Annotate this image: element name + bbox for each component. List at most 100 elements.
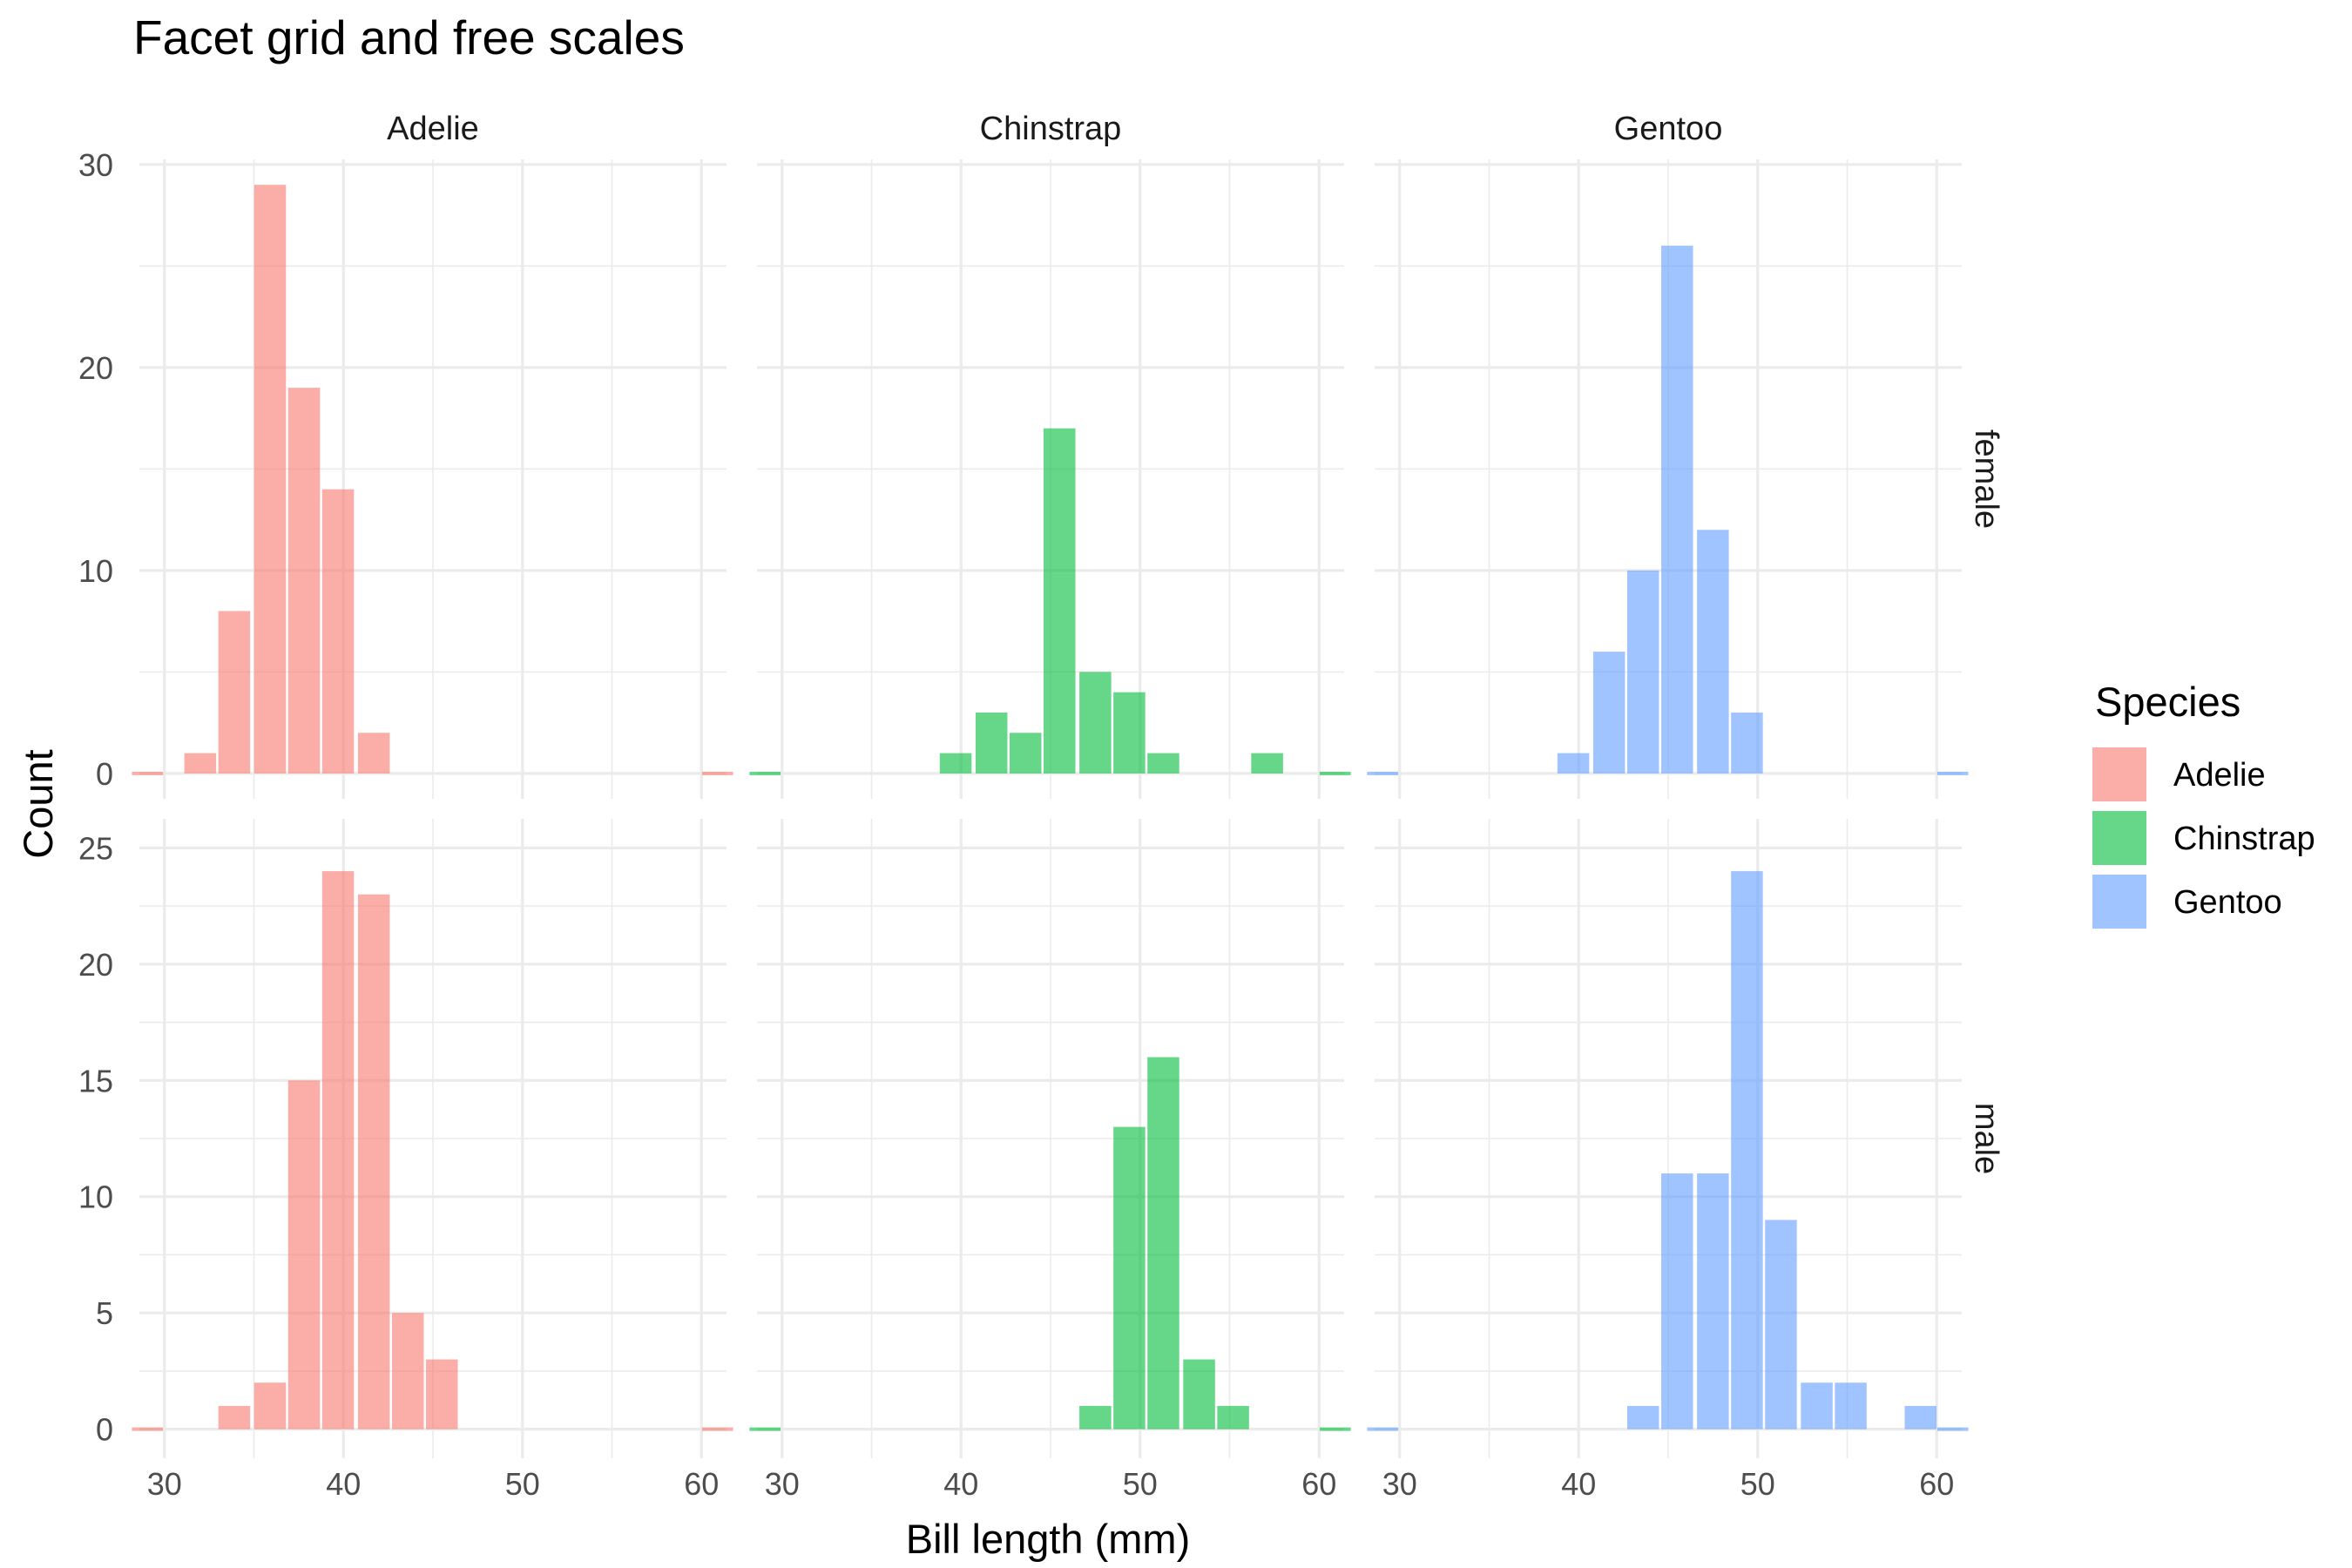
x-tick-label: 60 [684, 1466, 719, 1502]
histogram-bar [1904, 1405, 1936, 1429]
histogram-bar [1251, 753, 1283, 774]
histogram-bar [184, 753, 217, 774]
legend-key [2092, 811, 2146, 865]
panel-male-chinstrap [749, 819, 1351, 1458]
y-tick-label: 5 [96, 1295, 113, 1331]
histogram-bar-empty [749, 1427, 781, 1431]
histogram-bar-empty [701, 1427, 733, 1431]
histogram-bar-empty [1367, 1427, 1399, 1431]
histogram-bar [1113, 1126, 1146, 1429]
histogram-bar [321, 489, 355, 774]
histogram-bar [357, 894, 390, 1429]
histogram-bar [357, 733, 390, 774]
histogram-bar-empty [132, 771, 164, 775]
histogram-bar [1765, 1220, 1797, 1429]
column-strip-label: Chinstrap [980, 111, 1122, 147]
panel-male-adelie [132, 819, 733, 1458]
histogram-bar-empty [749, 771, 781, 775]
histogram-bar [253, 1382, 287, 1429]
histogram-bar-empty [1936, 1427, 1969, 1431]
histogram-bar [1801, 1382, 1833, 1429]
x-tick-label: 40 [943, 1466, 978, 1502]
histogram-bar [253, 185, 287, 774]
x-tick-label: 30 [147, 1466, 182, 1502]
facet-panels [132, 159, 1969, 1458]
x-tick-label: 50 [1740, 1466, 1775, 1502]
x-tick-label: 30 [765, 1466, 800, 1502]
histogram-bar [1731, 712, 1763, 774]
histogram-bar [287, 1080, 321, 1429]
facet-strip-labels: Adelie Chinstrap Gentoo female male [387, 111, 2004, 1174]
histogram-bar [426, 1359, 458, 1429]
histogram-bar [1217, 1405, 1249, 1429]
histogram-bar-empty [1936, 771, 1969, 775]
panel-female-chinstrap [749, 159, 1351, 799]
y-tick-label: 20 [78, 350, 113, 386]
x-tick-label: 50 [505, 1466, 540, 1502]
panel-male-gentoo [1367, 819, 1969, 1458]
row-strip-label: male [1968, 1103, 2004, 1174]
legend-key [2092, 747, 2146, 801]
y-tick-label: 15 [78, 1063, 113, 1098]
histogram-bar [287, 388, 321, 774]
y-tick-label: 10 [78, 1179, 113, 1215]
histogram-bar [1592, 652, 1625, 774]
histogram-bar-empty [1319, 1427, 1351, 1431]
row-strip-label: female [1968, 429, 2004, 529]
x-tick-labels: 30 40 50 60 30 40 50 60 30 40 50 60 [147, 1466, 1955, 1502]
y-axis-title: Count [15, 749, 61, 858]
y-tick-label: 25 [78, 830, 113, 866]
legend: Species Adelie Chinstrap Gentoo [2092, 679, 2315, 929]
histogram-bar [1626, 570, 1659, 774]
histogram-bar-empty [1319, 771, 1351, 775]
legend-key [2092, 875, 2146, 929]
legend-label: Gentoo [2173, 884, 2282, 921]
histogram-bar [1113, 692, 1146, 774]
histogram-bar [1731, 871, 1763, 1429]
histogram-bar [1835, 1382, 1867, 1429]
histogram-bar [1079, 1405, 1112, 1429]
histogram-bar [1044, 428, 1076, 774]
y-tick-label: 0 [96, 1412, 113, 1448]
legend-title: Species [2095, 679, 2240, 725]
chart-title: Facet grid and free scales [133, 10, 685, 64]
histogram-bar [1697, 530, 1729, 774]
x-tick-label: 40 [326, 1466, 361, 1502]
histogram-bar [1661, 246, 1693, 774]
x-tick-label: 40 [1561, 1466, 1596, 1502]
y-tick-label: 20 [78, 947, 113, 983]
histogram-bar [939, 753, 972, 774]
x-tick-label: 60 [1301, 1466, 1336, 1502]
histogram-bar [1009, 733, 1042, 774]
x-tick-label: 60 [1919, 1466, 1954, 1502]
histogram-bar [391, 1313, 424, 1429]
y-tick-label: 10 [78, 553, 113, 589]
column-strip-label: Adelie [387, 111, 479, 147]
histogram-bar [1183, 1359, 1215, 1429]
x-tick-label: 50 [1123, 1466, 1158, 1502]
x-tick-label: 30 [1382, 1466, 1417, 1502]
x-axis-title: Bill length (mm) [906, 1516, 1190, 1562]
histogram-bar [321, 871, 355, 1429]
histogram-bar [1147, 1057, 1179, 1429]
histogram-bar [1626, 1405, 1659, 1429]
panel-female-adelie [132, 159, 733, 799]
column-strip-label: Gentoo [1614, 111, 1723, 147]
histogram-bar-empty [132, 1427, 164, 1431]
y-tick-label: 0 [96, 756, 113, 792]
histogram-bar [218, 1405, 251, 1429]
histogram-bar-empty [1367, 771, 1399, 775]
histogram-bar [218, 611, 251, 774]
y-tick-labels: 0 10 20 30 0 5 10 15 20 25 [78, 147, 113, 1448]
histogram-bar [1079, 672, 1112, 774]
legend-label: Chinstrap [2173, 821, 2315, 857]
histogram-bar [1697, 1173, 1729, 1429]
histogram-bar [975, 712, 1008, 774]
panel-female-gentoo [1367, 159, 1969, 799]
y-tick-label: 30 [78, 147, 113, 183]
histogram-bar [1557, 753, 1590, 774]
histogram-bar-empty [701, 771, 733, 775]
legend-label: Adelie [2173, 757, 2266, 794]
histogram-bar [1661, 1173, 1693, 1429]
